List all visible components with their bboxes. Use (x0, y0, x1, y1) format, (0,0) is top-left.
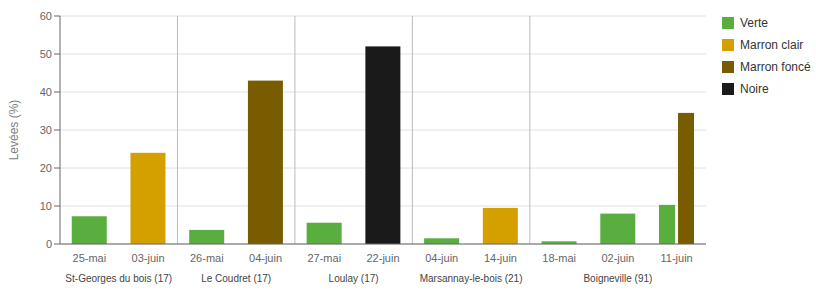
svg-text:22-juin: 22-juin (366, 252, 399, 264)
html-text:Marron clair: Marron clair (740, 38, 804, 52)
svg-text:03-juin: 03-juin (132, 252, 165, 264)
svg-text:20: 20 (40, 162, 52, 174)
svg-text:18-mai: 18-mai (542, 252, 576, 264)
html-text:Verte: Verte (740, 16, 768, 30)
svg-text:26-mai: 26-mai (190, 252, 224, 264)
svg-text:25-mai: 25-mai (73, 252, 107, 264)
svg-text:27-mai: 27-mai (307, 252, 341, 264)
svg-text:60: 60 (40, 10, 52, 22)
svg-text:0: 0 (46, 238, 52, 250)
svg-text:14-juin: 14-juin (484, 252, 517, 264)
svg-text:10: 10 (40, 200, 52, 212)
html-text:Marron foncé: Marron foncé (740, 60, 811, 74)
svg-text:Levées (%): Levées (%) (8, 100, 21, 161)
svg-text:Loulay (17): Loulay (17) (329, 273, 379, 284)
svg-text:50: 50 (40, 48, 52, 60)
html-text:Noire: Noire (740, 82, 769, 96)
svg-text:Le Coudret (17): Le Coudret (17) (201, 273, 271, 284)
svg-text:02-juin: 02-juin (601, 252, 634, 264)
svg-text:St-Georges du bois (17): St-Georges du bois (17) (65, 273, 172, 284)
svg-text:40: 40 (40, 86, 52, 98)
svg-text:Boigneville (91): Boigneville (91) (583, 273, 652, 284)
svg-text:Marsannay-le-bois (21): Marsannay-le-bois (21) (420, 273, 523, 284)
svg-text:04-juin: 04-juin (425, 252, 458, 264)
svg-text:04-juin: 04-juin (249, 252, 282, 264)
svg-text:11-juin: 11-juin (661, 252, 693, 264)
svg-text:30: 30 (40, 124, 52, 136)
